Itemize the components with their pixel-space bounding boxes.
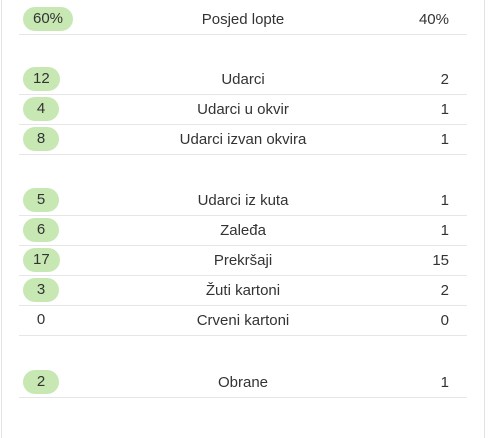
stat-row-red-cards: 0 Crveni kartoni 0 (19, 306, 467, 336)
stat-row-saves: 2 Obrane 1 (19, 368, 467, 398)
away-stat-value: 1 (440, 192, 449, 209)
away-stat-value: 1 (440, 131, 449, 148)
stat-row-shots: 12 Udarci 2 (19, 65, 467, 95)
stat-row-corners: 5 Udarci iz kuta 1 (19, 186, 467, 216)
home-stat-value: 5 (23, 188, 59, 212)
stat-row-possession: 60% Posjed lopte 40% (19, 5, 467, 35)
stat-label: Posjed lopte (201, 11, 285, 28)
home-stat-value: 60% (23, 7, 74, 31)
stat-label: Zaleđa (220, 222, 266, 239)
stat-label: Crveni kartoni (196, 312, 290, 329)
stat-row-shots-off-target: 8 Udarci izvan okvira 1 (19, 125, 467, 155)
away-stat-value: 1 (440, 374, 449, 391)
stat-row-offsides: 6 Zaleđa 1 (19, 216, 467, 246)
home-stat-value: 17 (23, 248, 60, 272)
stats-group-possession: 60% Posjed lopte 40% (19, 5, 467, 35)
away-stat-value: 40% (418, 11, 449, 28)
stat-row-shots-on-target: 4 Udarci u okvir 1 (19, 95, 467, 125)
stats-group-discipline: 5 Udarci iz kuta 1 6 Zaleđa 1 17 Prekrša… (19, 186, 467, 336)
away-stat-value: 1 (440, 222, 449, 239)
away-stat-value: 15 (432, 252, 449, 269)
away-stat-value: 0 (440, 312, 449, 329)
home-stat-value: 12 (23, 67, 60, 91)
home-stat-value: 6 (23, 218, 59, 242)
away-stat-value: 2 (440, 282, 449, 299)
stat-label: Udarci izvan okvira (179, 131, 307, 148)
away-stat-value: 1 (440, 101, 449, 118)
stats-group-saves: 2 Obrane 1 (19, 368, 467, 398)
stat-label: Obrane (217, 374, 269, 391)
home-stat-value: 0 (36, 311, 46, 328)
stat-row-fouls: 17 Prekršaji 15 (19, 246, 467, 276)
stats-group-shots: 12 Udarci 2 4 Udarci u okvir 1 8 Udarci … (19, 65, 467, 155)
away-stat-value: 2 (440, 71, 449, 88)
stat-label: Udarci iz kuta (197, 192, 289, 209)
stat-label: Prekršaji (213, 252, 273, 269)
stat-label: Udarci (221, 71, 265, 88)
home-stat-value: 4 (23, 97, 59, 121)
stat-label: Udarci u okvir (197, 101, 289, 118)
stat-label: Žuti kartoni (205, 282, 281, 299)
stat-row-yellow-cards: 3 Žuti kartoni 2 (19, 276, 467, 306)
home-stat-value: 2 (23, 370, 59, 394)
home-stat-value: 8 (23, 127, 59, 151)
home-stat-value: 3 (23, 278, 59, 302)
